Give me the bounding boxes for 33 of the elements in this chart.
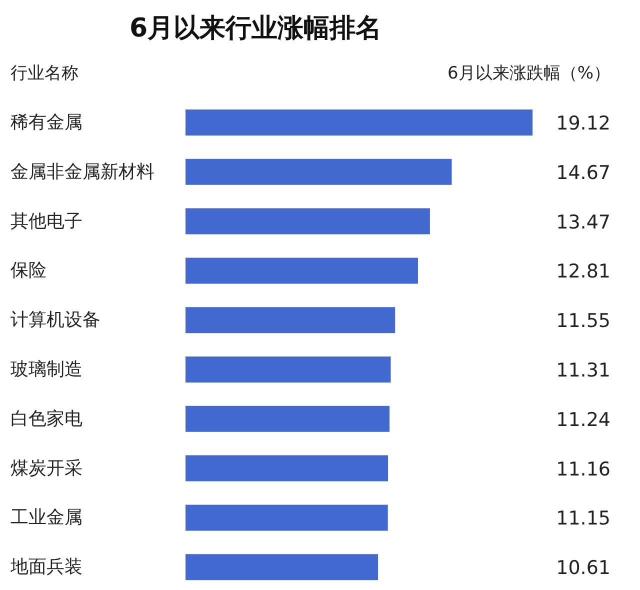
data-label: 11.31 <box>556 360 611 382</box>
data-label: 13.47 <box>556 211 611 234</box>
data-label: 10.61 <box>556 557 611 580</box>
data-label: 11.55 <box>556 310 611 332</box>
x-axis-title: 6月以来涨跌幅（%） <box>448 64 611 84</box>
bar <box>186 110 532 136</box>
chart-title: 6月以来行业涨幅排名 <box>129 14 382 44</box>
bar <box>186 307 396 334</box>
y-axis-title: 行业名称 <box>10 64 78 84</box>
y-tick-label: 煤炭开采 <box>10 458 82 479</box>
bar <box>186 208 430 234</box>
data-label: 19.12 <box>556 112 611 134</box>
data-label: 14.67 <box>556 162 611 184</box>
bar <box>186 406 390 432</box>
bar <box>186 258 418 284</box>
y-tick-label: 稀有金属 <box>10 112 82 133</box>
bar <box>186 356 391 382</box>
y-tick-label: 计算机设备 <box>10 310 100 331</box>
data-label: 12.81 <box>556 260 611 283</box>
data-label: 11.16 <box>556 458 611 480</box>
y-tick-label: 其他电子 <box>10 210 82 232</box>
bar <box>186 158 452 185</box>
data-label: 11.24 <box>556 408 611 431</box>
y-tick-label: 工业金属 <box>10 507 82 528</box>
y-tick-label: 地面兵装 <box>10 556 82 578</box>
bar <box>186 455 388 482</box>
y-tick-label: 白色家电 <box>10 408 82 430</box>
bar <box>186 504 388 531</box>
y-tick-label: 金属非金属新材料 <box>10 161 154 182</box>
y-tick-label: 保险 <box>10 260 46 282</box>
bar <box>186 554 378 580</box>
y-tick-label: 玻璃制造 <box>10 359 82 380</box>
data-label: 11.15 <box>556 508 611 530</box>
